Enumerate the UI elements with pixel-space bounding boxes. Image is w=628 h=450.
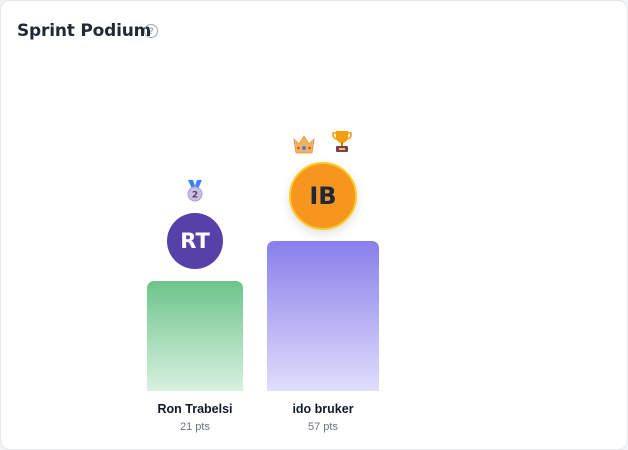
svg-text:2: 2 <box>192 191 198 201</box>
avatar-ido-bruker[interactable]: IB <box>289 162 357 230</box>
podium-bar-second <box>147 281 243 391</box>
card-title: Sprint Podium <box>17 21 152 41</box>
help-icon[interactable]: ? <box>144 24 158 38</box>
crown-icon <box>293 135 315 154</box>
second-place-medal-icon: 2 <box>187 180 203 202</box>
podium-name: Ron Trabelsi <box>157 402 233 416</box>
podium-points: 21 pts <box>180 421 210 433</box>
podium-name: ido bruker <box>292 402 354 416</box>
podium-points: 57 pts <box>308 421 338 433</box>
trophy-icon <box>332 131 352 152</box>
avatar-ron-trabelsi[interactable]: RT <box>167 213 223 269</box>
podium-bar-first <box>267 241 379 391</box>
